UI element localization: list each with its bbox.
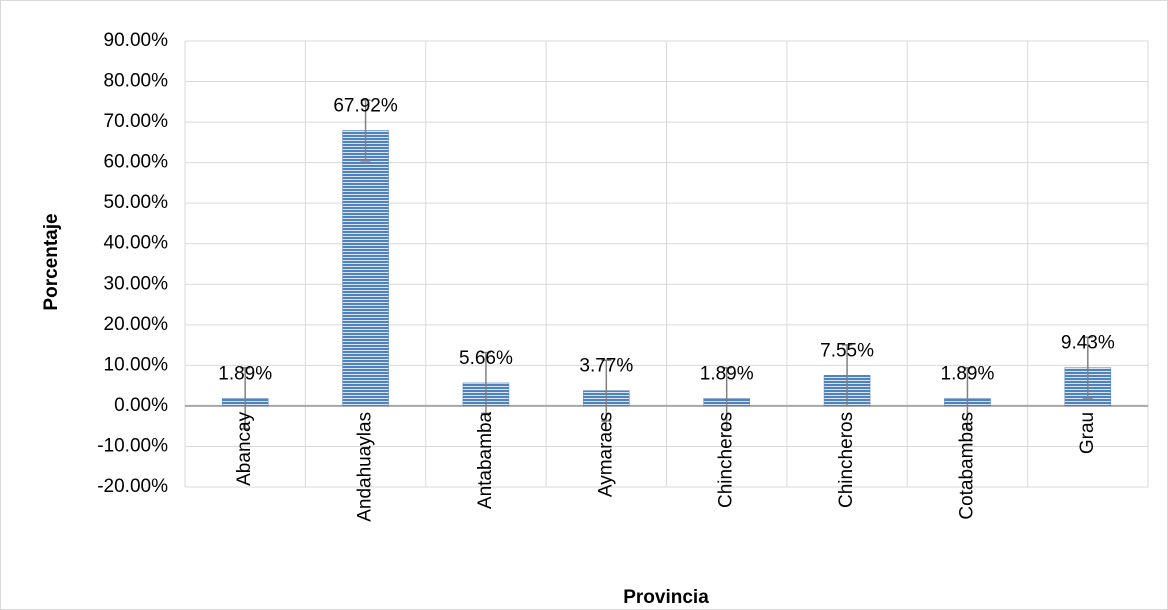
data-label: 5.66% bbox=[459, 348, 513, 369]
y-tick-label: 80.00% bbox=[104, 71, 169, 92]
x-tick-label: Abancay bbox=[234, 411, 255, 485]
data-label: 1.89% bbox=[700, 363, 754, 384]
y-tick-label: 0.00% bbox=[114, 395, 168, 416]
x-tick-label: Cotabambas bbox=[956, 412, 977, 520]
y-tick-label: 70.00% bbox=[104, 111, 169, 132]
x-tick-label: Grau bbox=[1077, 412, 1098, 454]
x-tick-label: Andahuaylas bbox=[355, 412, 376, 522]
y-tick-label: 30.00% bbox=[104, 273, 169, 294]
data-label: 1.89% bbox=[941, 363, 995, 384]
y-tick-label: 20.00% bbox=[104, 314, 169, 335]
y-tick-label: 90.00% bbox=[104, 30, 169, 51]
y-tick-label: 50.00% bbox=[104, 192, 169, 213]
y-tick-label: -10.00% bbox=[97, 435, 168, 456]
x-axis-title: Provincia bbox=[623, 587, 709, 608]
bar bbox=[342, 130, 389, 407]
marks bbox=[221, 99, 1112, 430]
y-tick-label: 40.00% bbox=[104, 233, 169, 254]
data-label: 1.89% bbox=[218, 363, 272, 384]
x-tick-label: Antabamba bbox=[475, 411, 496, 509]
data-label: 67.92% bbox=[333, 96, 398, 117]
y-axis-title: Porcentaje bbox=[41, 213, 62, 310]
x-tick-label: Chincheros bbox=[836, 412, 857, 508]
y-tick-label: 10.00% bbox=[104, 354, 169, 375]
y-tick-label: 60.00% bbox=[104, 152, 169, 173]
data-label: 3.77% bbox=[579, 356, 633, 377]
data-label: 7.55% bbox=[820, 340, 874, 361]
data-label: 9.43% bbox=[1061, 333, 1115, 354]
x-tick-label: Aymaraes bbox=[595, 412, 616, 497]
y-tick-label: -20.00% bbox=[97, 476, 168, 497]
x-tick-label: Chincheros bbox=[716, 412, 737, 508]
